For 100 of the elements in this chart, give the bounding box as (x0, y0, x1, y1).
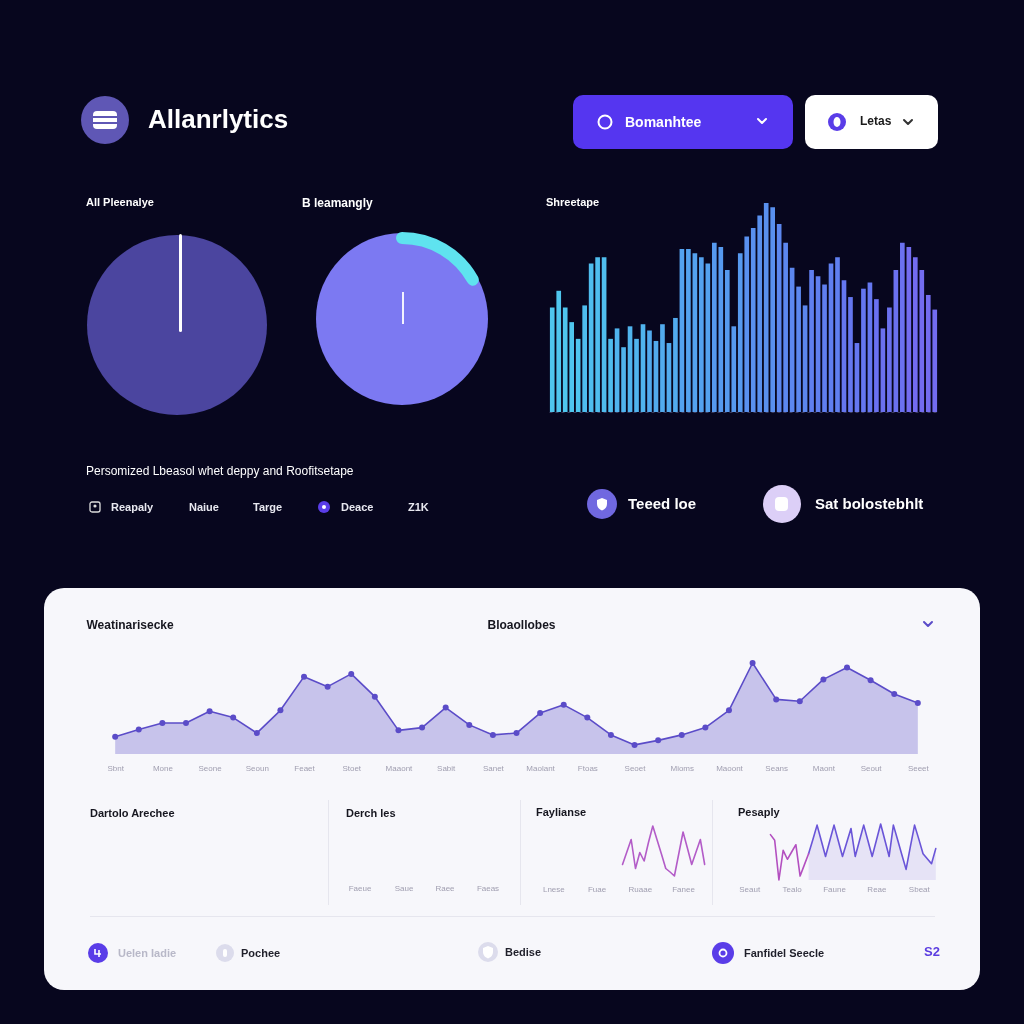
x-tick-label: Reae (867, 884, 888, 894)
bar (686, 248, 691, 412)
point (300, 673, 307, 680)
text: Bomanhtee (625, 113, 702, 131)
bar (673, 317, 678, 412)
point (182, 720, 189, 727)
point (772, 696, 779, 703)
x-tick-label: Sanet (482, 763, 505, 773)
x-tick-label: Feaet (293, 763, 316, 773)
text: Persomized Lbeasol whet deppy and Roofitsetape (86, 464, 354, 479)
point (371, 693, 378, 700)
chart-title: Faylianse (536, 806, 587, 818)
x-tick-label: Sabit (436, 763, 456, 773)
point (513, 730, 519, 737)
point (135, 726, 142, 733)
x-tick-label: Stoet (341, 763, 362, 773)
point (749, 660, 756, 666)
point (867, 677, 874, 684)
x-tick-label: Seout (860, 763, 882, 773)
text: Saue (394, 884, 414, 894)
point (158, 720, 165, 727)
x-tick-label: Fanee (672, 884, 696, 894)
point (347, 670, 354, 677)
point (206, 708, 213, 715)
point (583, 714, 590, 721)
text: Deace (341, 500, 374, 514)
point (725, 707, 732, 714)
bar (634, 338, 639, 412)
point (678, 731, 685, 738)
point (560, 701, 567, 708)
bar (647, 330, 652, 412)
point (489, 731, 496, 738)
bar (621, 347, 626, 412)
point (654, 737, 661, 744)
x-tick-label: Sbeat (908, 884, 931, 894)
text: Pochee (241, 946, 281, 960)
text: Raee (435, 884, 455, 894)
point (536, 710, 543, 717)
point (890, 690, 897, 697)
x-tick-label: Mioms (669, 763, 694, 773)
text: Allanrlytics (148, 104, 289, 135)
chart-title: All Pleenalye (86, 196, 154, 208)
bar (835, 257, 840, 412)
x-tick-label: Seaut (739, 884, 761, 894)
x-tick-label: Maaont (385, 763, 413, 773)
chart-title: Pesaply (738, 806, 781, 818)
point (631, 741, 638, 748)
x-tick-label: Sbnt (106, 763, 125, 773)
chart-subtitle: Bloaollobes (486, 618, 556, 632)
x-tick-label: Mone (152, 763, 173, 773)
point (253, 730, 260, 737)
x-tick-label: Seeet (907, 763, 930, 773)
x-tick-label: Seoun (245, 763, 269, 773)
bar (861, 288, 866, 412)
point (229, 714, 236, 721)
bar (595, 257, 600, 412)
x-tick-label: Seone (198, 763, 222, 773)
text: Z1K (408, 500, 429, 514)
text: Faeas (476, 884, 500, 894)
chart-title: Weatinarisecke (86, 618, 174, 632)
bar (608, 338, 613, 412)
point (442, 704, 449, 711)
text: Uelen Iadie (118, 946, 177, 960)
point (607, 731, 614, 738)
x-tick-label: Maont (812, 763, 836, 773)
point (701, 724, 708, 731)
bar (796, 286, 801, 412)
point (418, 724, 425, 731)
point (843, 664, 850, 671)
point (914, 700, 921, 707)
point (111, 733, 118, 740)
chart-title: B leamangly (302, 196, 374, 210)
point (465, 721, 472, 728)
bar (809, 269, 814, 412)
x-tick-label: Fuae (587, 884, 607, 894)
bar (822, 284, 827, 412)
x-tick-label: Ruaae (628, 884, 653, 894)
x-tick-label: Seoet (624, 763, 646, 773)
x-tick-label: Tealo (782, 884, 803, 894)
chart-title: Shreetape (546, 196, 600, 208)
bar (848, 297, 853, 412)
text: Derch les (346, 806, 396, 820)
point (394, 727, 401, 734)
bar (660, 324, 665, 412)
text: Dartolo Arechee (90, 806, 175, 820)
text: S2 (924, 943, 940, 960)
point (324, 683, 331, 690)
x-tick-label: Maolant (525, 763, 556, 773)
text: Reapaly (111, 500, 154, 514)
x-tick-label: Seans (764, 763, 788, 773)
text: Letas (860, 114, 892, 129)
x-tick-label: Maoont (715, 763, 744, 773)
point (276, 707, 283, 714)
bar (874, 299, 879, 412)
bar (699, 257, 704, 412)
x-tick-label: Ftoas (577, 763, 598, 773)
text: Naiue (189, 500, 219, 514)
x-tick-label: Faune (823, 884, 847, 894)
bar (783, 242, 788, 412)
point (796, 698, 803, 705)
